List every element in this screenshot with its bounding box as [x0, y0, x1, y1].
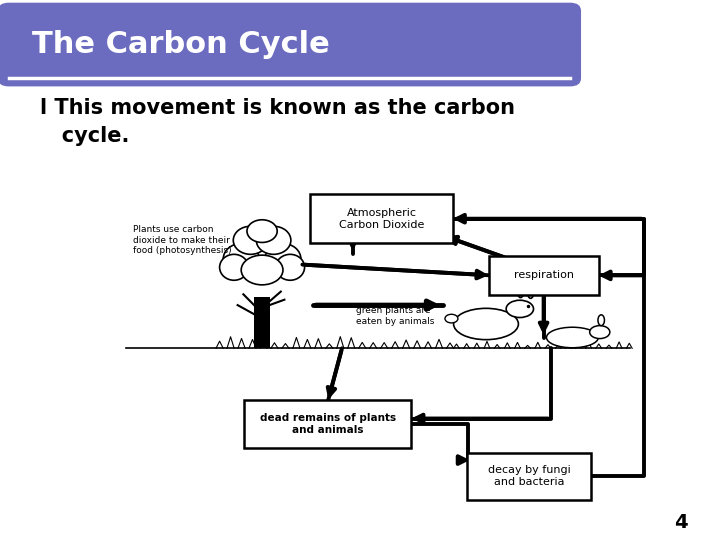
Ellipse shape [517, 282, 524, 298]
Text: decay by fungi
and bacteria: decay by fungi and bacteria [488, 465, 570, 487]
Text: cycle.: cycle. [40, 126, 129, 146]
Ellipse shape [256, 226, 291, 254]
Text: 4: 4 [674, 513, 688, 532]
Text: The Carbon Cycle: The Carbon Cycle [32, 30, 330, 59]
Text: Plants use carbon
dioxide to make their
food (photosynthesis): Plants use carbon dioxide to make their … [133, 225, 232, 255]
FancyBboxPatch shape [310, 194, 453, 243]
Text: Atmospheric
Carbon Dioxide: Atmospheric Carbon Dioxide [339, 208, 424, 230]
Text: l This movement is known as the carbon: l This movement is known as the carbon [40, 98, 515, 118]
Ellipse shape [247, 220, 277, 242]
Text: green plants are
eaten by animals: green plants are eaten by animals [356, 306, 435, 326]
Ellipse shape [276, 254, 305, 280]
Text: respiration: respiration [513, 271, 574, 280]
Ellipse shape [546, 327, 598, 348]
FancyBboxPatch shape [0, 3, 581, 86]
Ellipse shape [223, 244, 259, 275]
Ellipse shape [528, 285, 534, 298]
Ellipse shape [445, 314, 458, 323]
Ellipse shape [454, 308, 518, 340]
Text: dead remains of plants
and animals: dead remains of plants and animals [259, 413, 396, 435]
FancyBboxPatch shape [467, 453, 592, 500]
Ellipse shape [241, 255, 283, 285]
Ellipse shape [506, 300, 534, 318]
Ellipse shape [265, 244, 301, 275]
Ellipse shape [220, 254, 248, 280]
FancyBboxPatch shape [243, 400, 412, 448]
Bar [254, 297, 270, 348]
Ellipse shape [238, 230, 285, 267]
FancyBboxPatch shape [488, 255, 599, 295]
Ellipse shape [590, 326, 610, 339]
Ellipse shape [233, 226, 268, 254]
Ellipse shape [598, 315, 605, 326]
